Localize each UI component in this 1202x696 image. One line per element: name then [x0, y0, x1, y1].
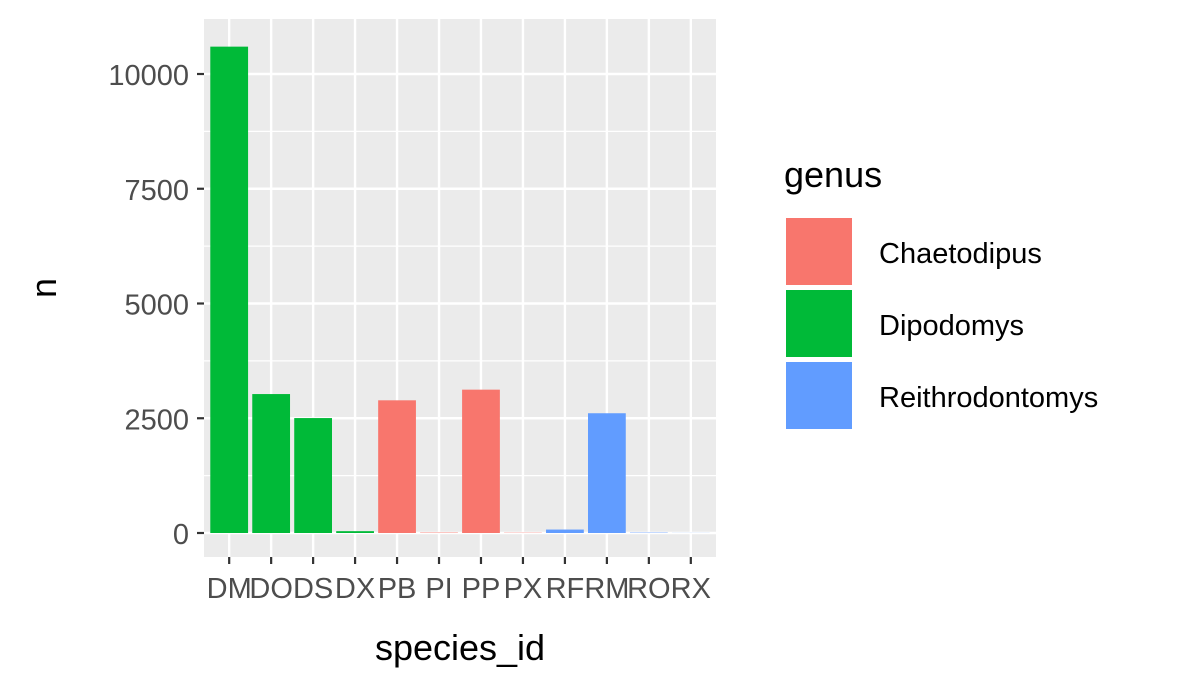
- x-tick-label: RM: [584, 573, 629, 605]
- x-tick-label: PX: [504, 573, 543, 605]
- y-tick-label: 10000: [108, 60, 189, 92]
- bar-rm: [588, 413, 626, 533]
- legend-key-chaetodipus: [786, 218, 852, 285]
- y-tick-label: 5000: [124, 290, 189, 322]
- x-axis-title: species_id: [375, 627, 545, 668]
- bar-dx: [336, 531, 374, 533]
- y-axis-title: n: [23, 278, 64, 298]
- bar-pb: [378, 400, 416, 533]
- x-tick-label: PB: [378, 573, 417, 605]
- y-tick-label: 2500: [124, 404, 189, 436]
- x-tick-label: PP: [462, 573, 501, 605]
- legend-key-reithrodontomys: [786, 362, 852, 429]
- bar-rf: [546, 530, 584, 533]
- x-tick-label: DM: [207, 573, 252, 605]
- x-tick-label: RF: [546, 573, 585, 605]
- x-tick-label: RO: [627, 573, 671, 605]
- legend-label: Dipodomys: [879, 310, 1024, 342]
- x-tick-label: DX: [335, 573, 375, 605]
- bar-ds: [294, 418, 332, 533]
- x-tick-label: PI: [425, 573, 452, 605]
- legend-title: genus: [784, 154, 882, 195]
- legend-key-dipodomys: [786, 290, 852, 357]
- legend-label: Reithrodontomys: [879, 382, 1098, 414]
- x-tick-label: DS: [293, 573, 333, 605]
- y-tick-label: 7500: [124, 175, 189, 207]
- legend: genus Chaetodipus Dipodomys Reithrodontomys: [784, 154, 1098, 429]
- x-tick-label: DO: [249, 573, 293, 605]
- x-tick-label: RX: [671, 573, 711, 605]
- bar-do: [252, 394, 290, 533]
- y-tick-label: 0: [173, 519, 189, 551]
- legend-label: Chaetodipus: [879, 238, 1042, 270]
- bar-pp: [462, 390, 500, 533]
- bar-dm: [210, 47, 248, 533]
